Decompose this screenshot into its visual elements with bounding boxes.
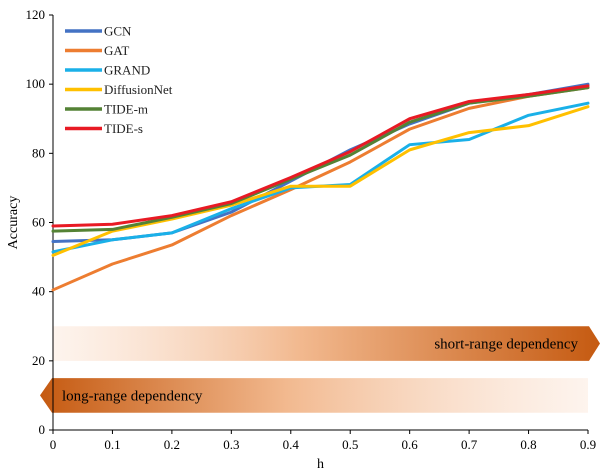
- x-tick-label: 0.7: [461, 437, 478, 452]
- x-tick-label: 0: [50, 437, 57, 452]
- x-tick-label: 0.4: [283, 437, 300, 452]
- y-tick-label: 20: [32, 353, 45, 368]
- y-tick-label: 80: [32, 145, 45, 160]
- legend-label: TIDE-s: [104, 121, 143, 136]
- x-axis-ticks: 0 0.1 0.2 0.3 0.4 0.5 0.6 0.7 0.8 0.9: [50, 430, 596, 452]
- x-tick-label: 0.3: [223, 437, 239, 452]
- y-tick-label: 100: [26, 76, 46, 91]
- short-range-label: short-range dependency: [434, 337, 578, 353]
- series-line-tide-m: [51, 86, 590, 233]
- series-line-diffusionnet: [51, 105, 590, 257]
- long-range-arrow: [40, 378, 588, 413]
- y-tick-label: 60: [32, 215, 45, 230]
- y-tick-label: 40: [32, 284, 45, 299]
- legend-label: GRAND: [104, 63, 150, 78]
- legend-label: TIDE-m: [104, 102, 148, 117]
- short-range-arrow: [53, 326, 600, 361]
- long-range-label: long-range dependency: [62, 388, 203, 404]
- series-layer: [51, 82, 590, 292]
- legend-label: GCN: [104, 24, 132, 39]
- y-tick-label: 0: [39, 422, 46, 437]
- legend: GCN GAT GRAND DiffusionNet TIDE-m TIDE-s: [65, 24, 173, 136]
- legend-label: DiffusionNet: [104, 82, 173, 97]
- x-tick-label: 0.2: [164, 437, 180, 452]
- x-tick-label: 0.9: [580, 437, 596, 452]
- y-axis-title: Accuracy: [6, 196, 21, 250]
- series-line-tide-s: [51, 84, 590, 228]
- x-tick-label: 0.1: [104, 437, 120, 452]
- x-tick-label: 0.5: [342, 437, 358, 452]
- y-tick-label: 120: [26, 7, 46, 22]
- series-line-gat: [51, 86, 590, 292]
- x-tick-label: 0.8: [520, 437, 536, 452]
- dependency-bands: short-range dependency long-range depend…: [40, 326, 600, 413]
- x-tick-label: 0.6: [402, 437, 419, 452]
- x-axis-title: h: [317, 457, 324, 472]
- legend-label: GAT: [104, 43, 129, 58]
- y-axis-ticks: 0 20 40 60 80 100 120: [26, 7, 53, 437]
